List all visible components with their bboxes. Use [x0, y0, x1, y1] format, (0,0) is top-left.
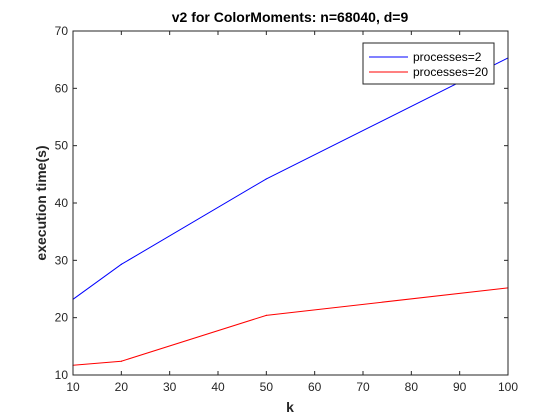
series-line-processes-2 — [72, 57, 509, 300]
y-tick-label: 60 — [55, 81, 69, 95]
y-axis-label: execution time(s) — [33, 145, 49, 260]
x-tick-label: 30 — [163, 380, 177, 394]
x-tick-label: 10 — [66, 380, 80, 394]
legend-box — [362, 42, 495, 85]
data-point — [265, 314, 267, 316]
x-tick-label: 40 — [211, 380, 225, 394]
legend-label-processes-2: processes=2 — [413, 50, 482, 64]
y-tick-label: 50 — [55, 139, 69, 153]
y-tick-label: 30 — [55, 253, 69, 267]
legend: processes=2 processes=20 — [362, 42, 495, 85]
x-axis-label: k — [286, 399, 294, 415]
y-tick-label: 20 — [55, 311, 69, 325]
y-tick-label: 40 — [55, 196, 69, 210]
y-axis: 10 20 30 40 50 60 70 — [55, 24, 508, 382]
y-tick-label: 70 — [55, 24, 69, 38]
data-point — [120, 360, 122, 362]
chart-title: v2 for ColorMoments: n=68040, d=9 — [172, 9, 409, 25]
x-tick-label: 80 — [405, 380, 419, 394]
legend-label-processes-20: processes=20 — [413, 65, 488, 79]
x-tick-label: 60 — [308, 380, 322, 394]
x-tick-label: 70 — [356, 380, 370, 394]
x-tick-label: 20 — [115, 380, 129, 394]
data-point — [265, 178, 267, 180]
x-tick-label: 50 — [260, 380, 274, 394]
x-tick-label: 100 — [498, 380, 518, 394]
plot-area — [73, 31, 508, 375]
data-point — [120, 263, 122, 265]
x-tick-label: 90 — [453, 380, 467, 394]
y-tick-label: 10 — [55, 368, 69, 382]
x-axis: 10 20 30 40 50 60 70 80 90 100 — [66, 31, 518, 394]
series-line-processes-20 — [72, 287, 509, 366]
